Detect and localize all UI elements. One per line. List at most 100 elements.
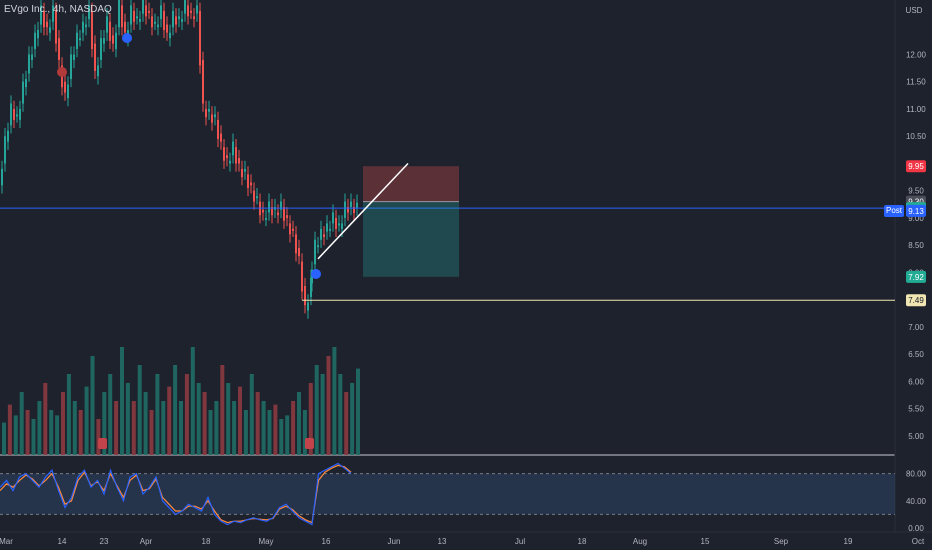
candle-body xyxy=(178,16,180,20)
volume-bar xyxy=(314,365,319,455)
volume-bar xyxy=(273,404,278,455)
candle-body xyxy=(28,54,30,74)
volume-bar xyxy=(108,374,113,455)
candle-body xyxy=(49,27,51,33)
candle-body xyxy=(190,10,192,13)
price-badge-label: 9.95 xyxy=(908,162,924,171)
candle-body xyxy=(332,212,334,224)
candle-body xyxy=(160,5,162,20)
candle-body xyxy=(262,209,264,213)
price-tick-label: 9.00 xyxy=(908,214,924,223)
candle-body xyxy=(232,141,234,156)
price-tick-label: 11.00 xyxy=(906,105,926,114)
candle-body xyxy=(55,10,57,44)
earnings-marker xyxy=(98,438,107,449)
volume-bar xyxy=(114,401,119,455)
time-tick-label: Jun xyxy=(388,537,401,546)
price-tick-label: 7.00 xyxy=(908,323,924,332)
time-tick-label: May xyxy=(258,537,273,546)
buy-signal-marker xyxy=(311,269,321,279)
candle-body xyxy=(85,24,87,28)
volume-bar xyxy=(167,386,172,455)
time-tick-label: Sep xyxy=(774,537,789,546)
volume-bar xyxy=(243,410,248,455)
volume-bar xyxy=(249,374,254,455)
volume-bar xyxy=(125,383,130,455)
price-tick-label: 6.00 xyxy=(908,377,924,386)
time-tick-label: 16 xyxy=(322,537,331,546)
candle-body xyxy=(19,108,21,120)
candle-body xyxy=(277,212,279,216)
time-tick-label: 18 xyxy=(202,537,211,546)
volume-bar xyxy=(226,383,231,455)
price-tick-label: 5.00 xyxy=(908,432,924,441)
volume-bar xyxy=(326,356,331,455)
candle-body xyxy=(70,54,72,80)
candle-body xyxy=(175,16,177,25)
candle-body xyxy=(208,108,210,112)
candle-body xyxy=(307,302,309,311)
price-badge-label: 7.49 xyxy=(908,296,924,305)
candle-body xyxy=(34,32,36,50)
volume-bar xyxy=(7,404,12,455)
currency-label: USD xyxy=(906,6,923,15)
candle-body xyxy=(301,261,303,292)
candle-body xyxy=(103,38,105,44)
candle-body xyxy=(94,43,96,71)
candle-body xyxy=(205,108,207,118)
volume-bar xyxy=(196,383,201,455)
price-badge xyxy=(906,160,926,173)
oscillator-band xyxy=(0,473,895,515)
price-tick-label: 5.50 xyxy=(908,405,924,414)
volume-bar xyxy=(338,374,343,455)
oscillator-d-line xyxy=(0,464,352,524)
candle-body xyxy=(304,286,306,306)
volume-bar xyxy=(49,410,54,455)
oscillator-k-line xyxy=(0,462,352,526)
volume-bar xyxy=(279,419,284,455)
volume-bar xyxy=(25,410,30,455)
candle-body xyxy=(73,54,75,60)
candle-body xyxy=(247,174,249,188)
candle-body xyxy=(97,65,99,77)
volume-bar xyxy=(72,401,77,455)
candle-body xyxy=(106,16,108,33)
candle-body xyxy=(353,207,355,214)
candle-body xyxy=(46,21,48,28)
candle-body xyxy=(142,0,144,14)
candle-body xyxy=(211,114,213,123)
candle-body xyxy=(124,21,126,33)
candle-body xyxy=(295,234,297,254)
price-badge xyxy=(906,294,926,307)
trendline xyxy=(317,162,409,260)
candle-body xyxy=(289,223,291,235)
candle-body xyxy=(271,207,273,216)
price-badge xyxy=(906,204,926,217)
candle-body xyxy=(130,5,132,25)
candle-body xyxy=(244,168,246,172)
price-tick-label: 8.50 xyxy=(908,241,924,250)
candle-body xyxy=(241,168,243,178)
price-badge xyxy=(906,270,926,283)
volume-bar xyxy=(308,383,313,455)
candle-body xyxy=(253,190,255,202)
candle-body xyxy=(58,38,60,60)
candle-body xyxy=(344,201,346,218)
time-tick-label: Jul xyxy=(515,537,525,546)
candle-body xyxy=(22,81,24,104)
candle-body xyxy=(280,201,282,210)
candle-body xyxy=(202,59,204,104)
candle-body xyxy=(82,21,84,33)
candle-body xyxy=(7,130,9,142)
candle-body xyxy=(37,29,39,39)
candle-body xyxy=(286,215,288,218)
candle-body xyxy=(109,21,111,41)
volume-bar xyxy=(285,415,290,455)
candle-body xyxy=(283,207,285,221)
candle-body xyxy=(310,277,312,297)
price-tick-label: 12.00 xyxy=(906,50,927,59)
volume-bar xyxy=(55,415,60,455)
candle-body xyxy=(256,196,258,199)
